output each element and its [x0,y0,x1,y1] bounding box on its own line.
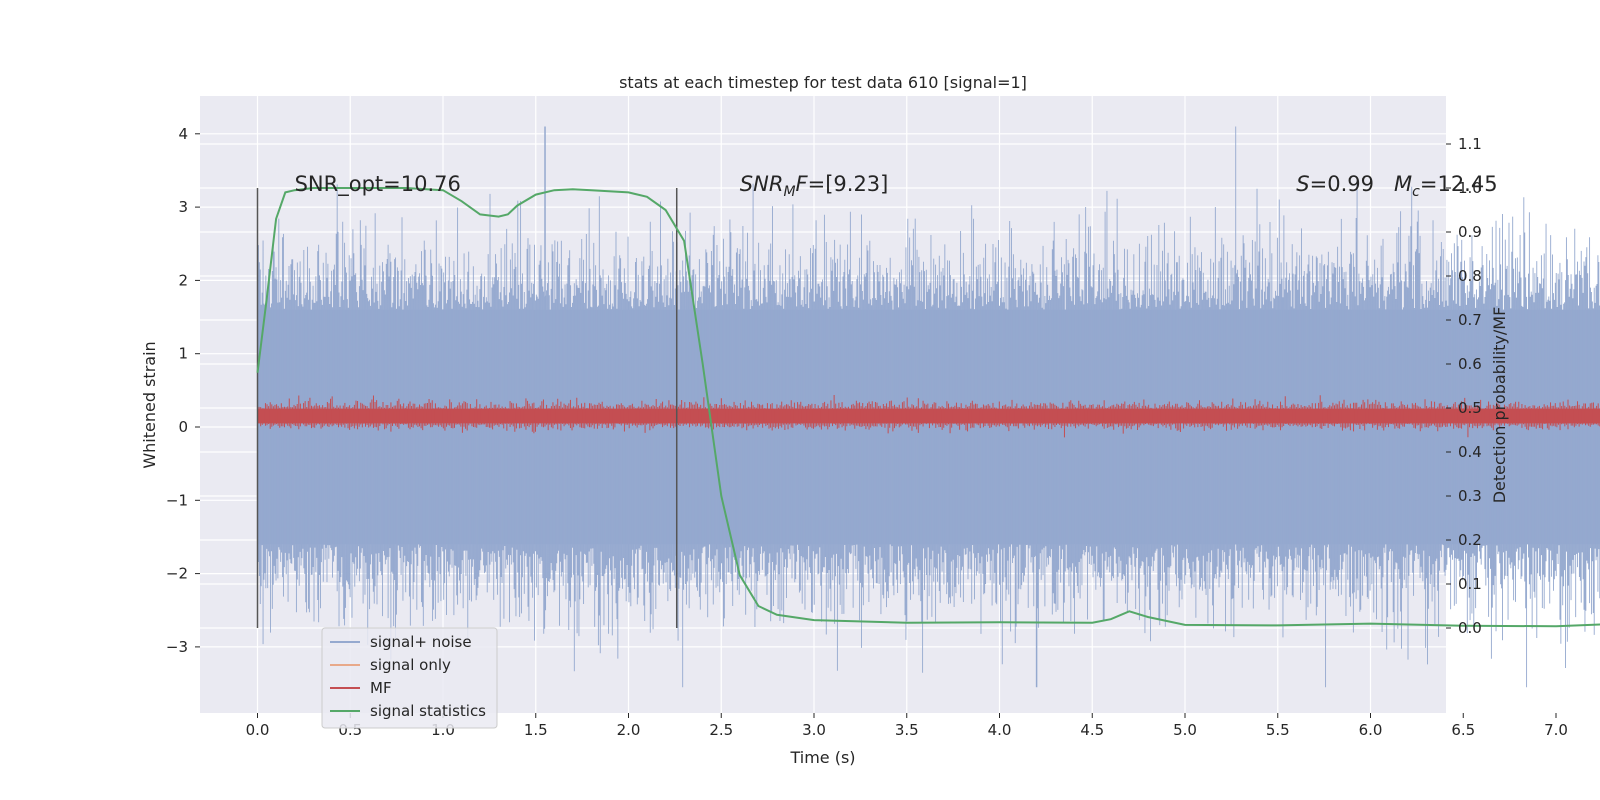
y2-tick-label: 0.6 [1458,355,1482,373]
x-tick-label: 2.5 [709,721,733,739]
x-tick-label: 4.0 [988,721,1012,739]
chart-title: stats at each timestep for test data 610… [619,73,1027,92]
y2-tick-label: 0.4 [1458,443,1482,461]
legend-label: signal only [370,656,451,674]
y2-tick-label: 0.8 [1458,267,1482,285]
y2-tick-label: 0.0 [1458,619,1482,637]
signal-statistics-line [256,187,1600,628]
y-tick-label: −1 [166,491,188,509]
y-tick-label: −2 [166,565,188,583]
y2-tick-label: 0.2 [1458,531,1482,549]
y2-tick-label: 0.1 [1458,575,1482,593]
x-tick-label: 1.5 [524,721,548,739]
x-tick-label: 5.5 [1266,721,1290,739]
legend-label: signal statistics [370,702,486,720]
x-tick-label: 3.0 [802,721,826,739]
legend-label: MF [370,679,392,697]
x-tick-label: 6.0 [1359,721,1383,739]
series-mf [257,395,1600,438]
y-tick-label: 4 [178,125,188,143]
y2-tick-label: 0.9 [1458,223,1482,241]
legend: signal+ noise signal only MF signal statist… [321,627,498,729]
x-tick-label: 3.5 [895,721,919,739]
legend-label: signal+ noise [370,633,472,651]
annotations: SNR_opt=10.76 SNRMF=[9.23] S=0.99 Mc=12.45 [295,172,1498,200]
y2-tick-label: 0.3 [1458,487,1482,505]
annotation-1: SNRMF=[9.23] [740,172,889,200]
y-tick-label: 3 [178,198,188,216]
annotation-0: SNR_opt=10.76 [295,172,461,197]
y2-axis-label: Detection probability/MF [1490,307,1509,504]
y-tick-label: 0 [178,418,188,436]
y2-axis-ticks: 0.0 0.1 0.2 0.3 0.4 0.5 0.6 0.7 0.8 0.9 1.0 1.1 [1446,135,1482,637]
y-tick-label: 2 [178,271,188,289]
y2-tick-label: 0.7 [1458,311,1482,329]
y2-tick-label: 1.1 [1458,135,1482,153]
y2-tick-label: 1.0 [1458,179,1482,197]
x-tick-label: 5.0 [1173,721,1197,739]
y-axis-ticks: −3 −2 −1 0 1 2 3 4 [166,125,200,656]
vertical-markers [256,188,678,628]
x-tick-label: 6.5 [1451,721,1475,739]
y2-tick-label: 0.5 [1458,399,1482,417]
y-tick-label: 1 [178,345,188,363]
x-axis-label: Time (s) [789,748,855,767]
annotation-2: S=0.99 Mc=12.45 [1296,172,1497,200]
y-tick-label: −3 [166,638,188,656]
x-tick-label: 0.0 [246,721,270,739]
x-tick-label: 7.0 [1544,721,1568,739]
legend-box [321,627,498,729]
series-signal-statistics [256,187,1600,628]
series-signal-plus-noise [257,126,1600,688]
x-tick-label: 2.0 [617,721,641,739]
y-axis-label: Whitened strain [140,341,159,468]
x-tick-label: 4.5 [1080,721,1104,739]
